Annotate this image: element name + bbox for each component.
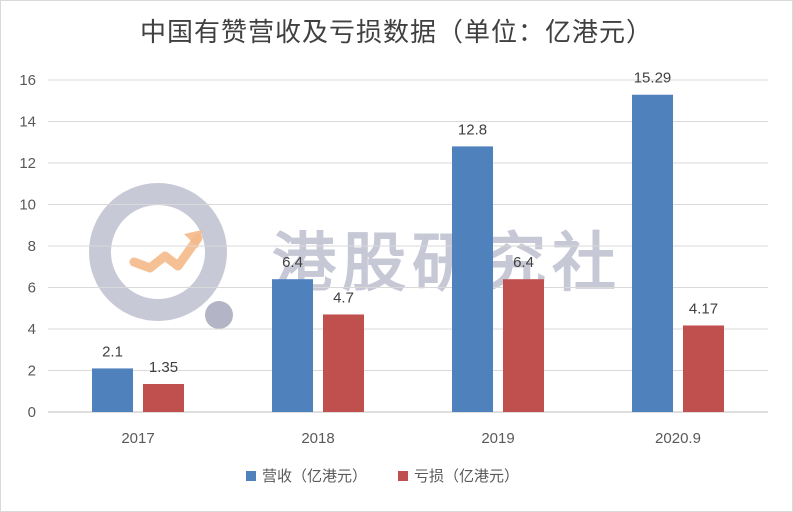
bar-revenue: [452, 146, 493, 412]
bar-loss: [683, 325, 724, 412]
chart-title: 中国有赞营收及亏损数据（单位：亿港元）: [139, 18, 653, 48]
x-tick-label: 2017: [121, 430, 154, 447]
y-tick-label: 8: [28, 238, 36, 255]
data-label-revenue: 2.1: [102, 343, 123, 360]
x-tick-label: 2020.9: [655, 430, 701, 447]
data-label-revenue: 15.29: [634, 70, 672, 87]
legend-label-loss: 亏损（亿港元）: [414, 467, 519, 485]
bar-loss: [323, 314, 364, 412]
data-label-loss: 4.17: [689, 300, 718, 317]
y-tick-label: 16: [19, 72, 36, 89]
data-label-loss: 1.35: [149, 359, 178, 376]
bar-loss: [143, 383, 184, 412]
y-tick-label: 12: [19, 155, 36, 172]
bar-revenue: [272, 279, 313, 412]
watermark-logo-dot: [205, 301, 233, 329]
bar-loss: [503, 279, 544, 412]
y-tick-label: 0: [28, 404, 36, 421]
watermark-text: 港股研究社: [272, 227, 622, 301]
x-tick-label: 2018: [301, 430, 334, 447]
y-tick-label: 2: [28, 363, 36, 380]
y-tick-label: 6: [28, 280, 36, 297]
y-tick-label: 4: [28, 321, 36, 338]
bar-revenue: [632, 94, 673, 413]
bar-revenue: [92, 368, 133, 412]
legend-label-revenue: 营收（亿港元）: [262, 467, 367, 485]
data-label-loss: 6.4: [513, 254, 534, 271]
y-tick-label: 14: [19, 114, 36, 131]
legend-swatch-revenue: [246, 471, 256, 481]
watermark-arrow-icon: [129, 233, 203, 273]
x-tick-label: 2019: [481, 430, 514, 447]
watermark-logo-ring: [89, 183, 227, 321]
data-label-revenue: 6.4: [282, 254, 303, 271]
y-tick-label: 10: [19, 197, 36, 214]
legend-swatch-loss: [398, 471, 408, 481]
data-label-revenue: 12.8: [458, 121, 487, 138]
data-label-loss: 4.7: [333, 289, 354, 306]
watermark-arrowhead-icon: [184, 230, 202, 248]
